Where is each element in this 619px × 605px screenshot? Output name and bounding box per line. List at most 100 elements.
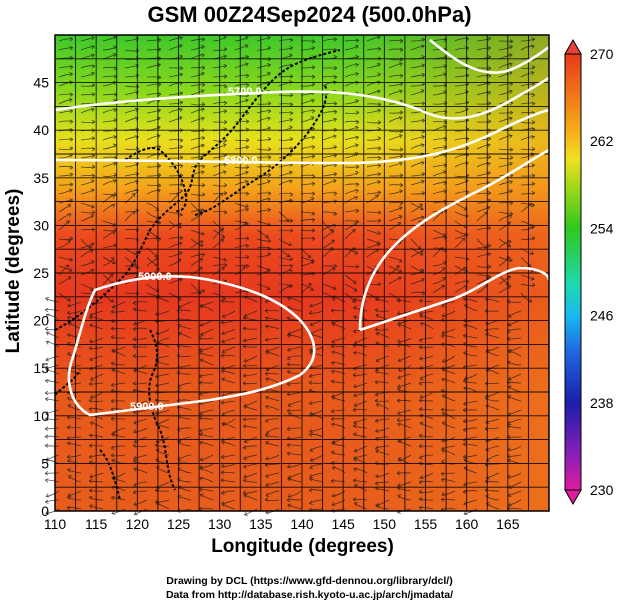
streamline — [58, 81, 73, 87]
streamline-arrow — [399, 47, 404, 52]
streamline — [366, 147, 382, 150]
streamline — [67, 454, 82, 458]
streamline — [221, 503, 236, 510]
streamline — [498, 256, 513, 262]
streamline — [484, 328, 500, 331]
streamline — [375, 436, 390, 440]
streamline-arrow — [67, 333, 71, 338]
streamline — [344, 274, 357, 284]
streamline-arrow — [113, 45, 117, 50]
streamline — [265, 364, 280, 371]
streamline — [344, 222, 358, 231]
streamline — [212, 163, 227, 168]
streamline-arrow — [287, 284, 292, 289]
streamline-arrow — [67, 495, 71, 500]
streamline-arrow — [399, 183, 404, 188]
streamline — [508, 373, 522, 381]
streamline — [418, 400, 434, 402]
streamline-arrow — [420, 161, 425, 166]
streamline — [520, 202, 535, 206]
streamline-arrow — [331, 466, 336, 471]
streamline-arrow — [201, 252, 206, 258]
streamline — [366, 194, 379, 204]
streamline — [432, 210, 444, 222]
streamline — [344, 39, 360, 42]
streamline-arrow — [133, 368, 138, 373]
streamline — [463, 373, 478, 380]
streamline — [154, 399, 170, 402]
streamline-arrow — [331, 369, 335, 374]
streamline-arrow — [310, 196, 315, 201]
streamline-arrow — [286, 497, 291, 503]
streamline-arrow — [132, 490, 137, 495]
streamline-arrow — [531, 135, 535, 140]
streamline-arrow — [528, 203, 533, 207]
streamline — [243, 337, 258, 342]
streamline-arrow — [242, 478, 247, 483]
streamline-arrow — [398, 116, 403, 121]
streamline — [484, 382, 500, 385]
streamline — [234, 146, 249, 150]
streamline — [89, 472, 104, 478]
streamline-arrow — [69, 64, 74, 70]
streamline — [102, 256, 116, 264]
streamline-arrow — [418, 203, 423, 208]
streamline-arrow — [440, 477, 445, 483]
streamline-arrow — [45, 296, 49, 302]
streamline-arrow — [44, 397, 49, 402]
streamline — [168, 242, 183, 249]
streamline-arrow — [396, 298, 401, 303]
streamline-arrow — [220, 400, 225, 405]
streamline-arrow — [88, 398, 93, 403]
streamline — [68, 475, 82, 483]
streamline-arrow — [354, 250, 359, 255]
streamline — [485, 298, 500, 303]
streamline-arrow — [245, 138, 250, 143]
streamline — [234, 36, 249, 42]
streamline-arrow — [45, 493, 50, 498]
streamline-arrow — [374, 308, 379, 313]
streamline — [256, 198, 271, 204]
streamline-arrow — [179, 144, 184, 150]
streamline-arrow — [243, 511, 248, 516]
streamline — [476, 192, 491, 195]
streamline-arrow — [333, 117, 337, 122]
streamline — [58, 220, 70, 231]
streamline — [256, 229, 269, 239]
streamline-arrow — [66, 297, 71, 302]
streamline-arrow — [463, 482, 467, 487]
streamline — [58, 183, 74, 186]
streamline-arrow — [307, 254, 312, 259]
streamline-arrow — [462, 442, 467, 447]
streamline — [485, 427, 500, 430]
streamline — [133, 369, 148, 375]
streamline — [234, 74, 249, 78]
streamline-arrow — [245, 243, 250, 249]
streamline-arrow — [353, 457, 358, 462]
streamline-arrow — [45, 458, 50, 463]
streamline-arrow — [44, 478, 49, 483]
streamline — [286, 382, 302, 385]
streamline-arrow — [418, 443, 423, 449]
streamline — [190, 144, 205, 150]
streamline-arrow — [419, 250, 424, 254]
streamline — [102, 292, 114, 303]
streamline — [242, 445, 258, 449]
streamline — [432, 170, 447, 177]
streamline-arrow — [441, 277, 446, 281]
streamline — [344, 283, 358, 292]
x-tick-label: 115 — [85, 516, 108, 532]
streamline — [102, 174, 118, 177]
streamline — [198, 417, 214, 420]
streamline-arrow — [464, 304, 468, 309]
streamline-arrow — [221, 440, 226, 445]
streamline — [388, 276, 402, 285]
streamline — [454, 38, 469, 42]
streamline — [278, 171, 293, 177]
streamline — [322, 211, 337, 215]
streamline-arrow — [487, 226, 492, 231]
streamline — [168, 183, 184, 186]
streamline — [410, 45, 425, 51]
streamline-arrow — [377, 72, 381, 77]
streamline — [419, 435, 434, 438]
